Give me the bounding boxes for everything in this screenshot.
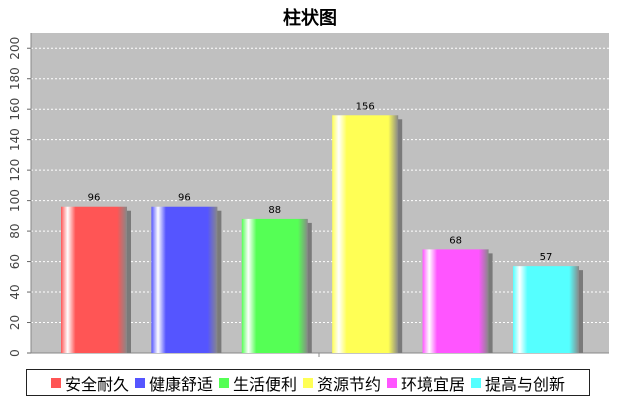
legend-label: 资源节约 [317,374,382,394]
y-tick-label: 180 [8,67,22,90]
legend-item: 环境宜居 [387,371,465,395]
y-tick-label: 0 [8,349,22,357]
bar-资源节约 [332,115,399,354]
legend-item: 提高与创新 [471,371,565,395]
legend-item: 安全耐久 [50,371,129,395]
data-label: 96 [88,193,101,204]
legend-label: 环境宜居 [401,374,466,394]
legend-item: 健康舒适 [134,371,213,395]
bar-安全耐久 [61,206,127,353]
bar-健康舒适 [151,206,218,353]
legend-item: 生活便利 [218,371,297,395]
data-label: 88 [268,205,281,216]
data-label: 156 [356,101,375,112]
legend-swatch [50,377,61,388]
y-tick-label: 100 [8,189,22,212]
data-label: 96 [178,193,191,204]
bar-生活便利 [241,218,308,353]
bar-环境宜居 [422,249,489,353]
legend-swatch [134,377,145,388]
legend-label: 提高与创新 [485,374,566,394]
y-tick-label: 140 [8,128,22,151]
legend-swatch [471,377,482,388]
y-tick-label: 40 [8,284,22,299]
y-tick-label: 200 [8,37,22,60]
data-label: 57 [540,252,553,263]
y-tick-label: 80 [8,223,22,238]
legend: 安全耐久 健康舒适 生活便利 资源节约 环境宜居 提高与创新 [26,369,590,396]
y-tick-label: 160 [8,98,22,121]
y-tick-label: 60 [8,254,22,269]
legend-label: 健康舒适 [148,374,213,394]
legend-swatch [387,377,398,388]
legend-label: 安全耐久 [64,374,129,394]
legend-swatch [218,377,229,388]
legend-label: 生活便利 [232,374,297,394]
y-tick-label: 20 [8,315,22,330]
legend-swatch [303,377,313,388]
data-label: 68 [449,235,462,246]
legend-item: 资源节约 [303,371,381,395]
chart-title: 柱状图 [283,8,337,29]
y-tick-label: 120 [8,159,22,182]
bar-提高与创新 [513,266,579,353]
